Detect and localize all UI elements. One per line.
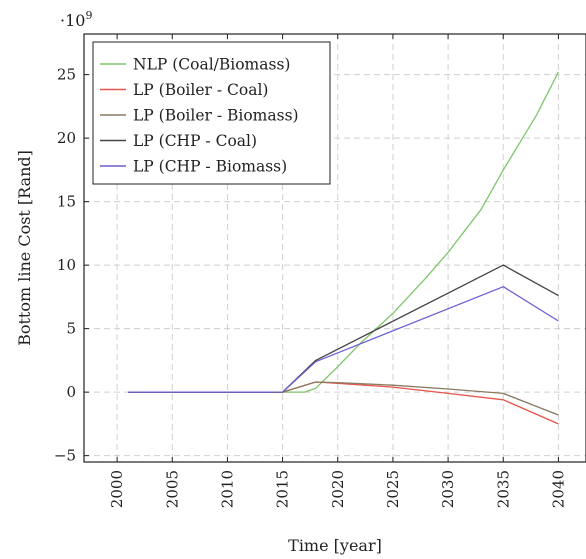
- y-tick-label: 0: [66, 383, 76, 401]
- x-tick-label: 2020: [329, 470, 347, 508]
- x-tick-label: 2000: [108, 470, 126, 508]
- legend-label-5: LP (CHP - Biomass): [133, 158, 287, 176]
- y-multiplier-base: ·10: [60, 11, 85, 30]
- legend-label-4: LP (CHP - Coal): [133, 132, 257, 150]
- x-tick-label: 2035: [494, 470, 512, 508]
- y-tick-label: 20: [57, 129, 76, 147]
- y-tick-label: −5: [54, 447, 76, 465]
- legend-label-3: LP (Boiler - Biomass): [133, 107, 299, 125]
- legend-label-2: LP (Boiler - Coal): [133, 81, 268, 99]
- y-multiplier-label: ·109: [60, 9, 92, 30]
- tick-labels: 2000 2005 2010 2015 2020 2025 2030 2035 2040−505…: [54, 66, 568, 509]
- series-layer: [128, 71, 559, 425]
- y-tick-label: 15: [57, 193, 76, 211]
- axis-ticks: [84, 34, 559, 462]
- x-tick-label: 2025: [384, 470, 402, 508]
- series-line-1: [128, 71, 559, 393]
- series-line-3: [128, 381, 559, 416]
- legend-box: [92, 41, 331, 185]
- y-tick-label: 5: [66, 320, 76, 338]
- y-multiplier-exponent: 9: [85, 9, 92, 22]
- x-tick-label: 2030: [439, 470, 457, 508]
- series-line-5: [128, 286, 559, 393]
- y-tick-label: 10: [57, 256, 76, 274]
- y-tick-label: 25: [57, 66, 76, 84]
- x-tick-label: 2010: [218, 470, 236, 508]
- x-axis-title: Time [year]: [288, 536, 382, 555]
- x-tick-label: 2005: [163, 470, 181, 508]
- series-line-2: [128, 381, 559, 425]
- x-tick-label: 2015: [274, 470, 292, 508]
- plot-frame: [83, 33, 586, 463]
- legend-label-1: NLP (Coal/Biomass): [133, 56, 290, 74]
- series-line-4: [128, 264, 559, 393]
- legend: NLP (Coal/Biomass) LP (Boiler - Coal) LP (…: [92, 41, 331, 185]
- y-axis-title: Bottom line Cost [Rand]: [15, 150, 34, 346]
- x-tick-label: 2040: [549, 470, 567, 508]
